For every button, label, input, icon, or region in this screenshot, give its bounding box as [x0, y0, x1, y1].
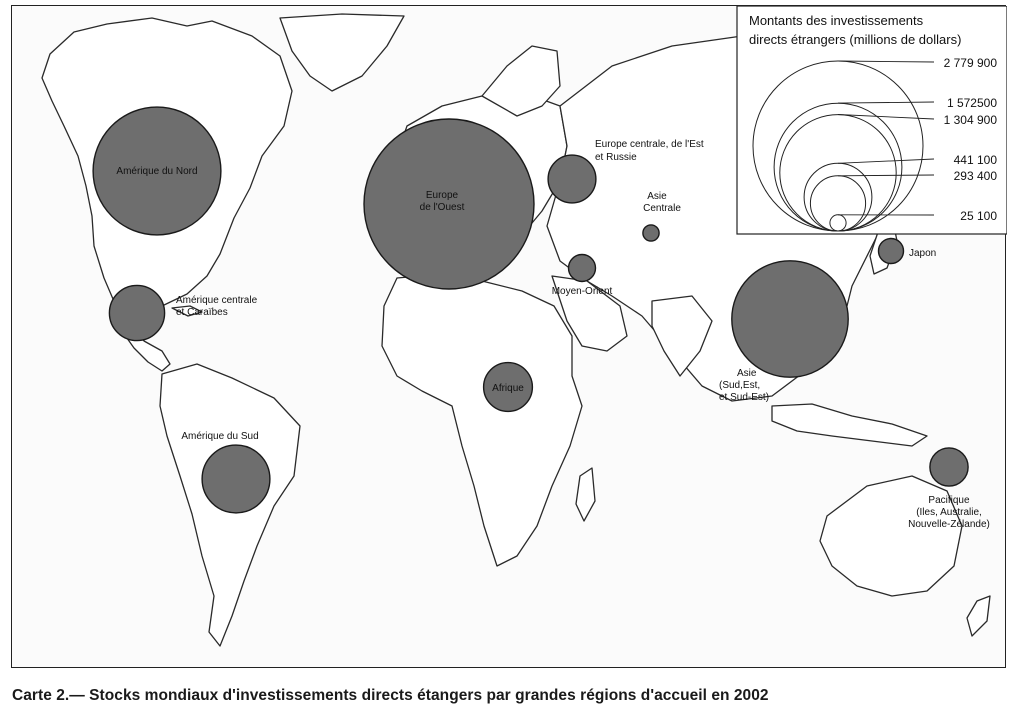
bubble-pacifique — [929, 447, 969, 487]
bubble-asie-sud-est — [731, 260, 849, 378]
legend-leader-1 — [837, 101, 935, 104]
bubbles-layer — [92, 106, 969, 514]
label-asie-centrale: Asie Centrale — [643, 191, 681, 214]
greenland-outline — [279, 13, 405, 92]
label-afrique: Afrique — [492, 383, 524, 394]
africa-outline — [381, 273, 583, 567]
bubble-japon — [877, 237, 905, 265]
label-europe-ouest: Europe de l'Ouest — [420, 190, 465, 213]
legend-leader-4 — [837, 174, 935, 177]
legend-leaders — [837, 60, 935, 216]
map-caption: Carte 2.— Stocks mondiaux d'investisseme… — [12, 687, 769, 704]
bubble-amerique-centrale — [108, 284, 166, 342]
legend-value-1: 1 572500 — [947, 96, 997, 110]
bubble-amerique-du-nord — [92, 106, 222, 236]
label-moyen-orient: Moyen-Orient — [552, 286, 613, 297]
world-map: Amérique du Nord Europe de l'Ouest Europe… — [41, 6, 1007, 647]
label-europe-centrale: Europe centrale, de l'Est et Russie — [595, 139, 704, 163]
bubble-europe-centrale — [547, 154, 597, 204]
australia-outline — [819, 475, 963, 597]
region-labels: Amérique du Nord Europe de l'Ouest Europe… — [116, 139, 989, 530]
label-amerique-du-nord: Amérique du Nord — [116, 166, 197, 177]
label-pacifique: Pacifique (Iles, Australie, Nouvelle-Zélan… — [908, 495, 990, 530]
legend-title-line2: directs étrangers (millions de dollars) — [749, 32, 961, 47]
caribbean-outline — [171, 305, 203, 317]
bubble-asie-centrale — [642, 224, 660, 242]
legend-leader-2 — [837, 114, 935, 120]
bubble-afrique — [482, 361, 534, 413]
scandinavia-outline — [481, 45, 561, 117]
arabia-outline — [551, 275, 628, 352]
legend-value-4: 293 400 — [954, 169, 998, 183]
india-outline — [651, 295, 713, 377]
bubble-moyen-orient — [567, 253, 597, 283]
label-amerique-du-sud: Amérique du Sud — [181, 431, 258, 442]
legend-value-2: 1 304 900 — [944, 113, 998, 127]
legend-value-5: 25 100 — [960, 209, 997, 223]
madagascar-outline — [575, 467, 596, 522]
bubble-amerique-du-sud — [201, 444, 271, 514]
label-asie-sud-est: Asie (Sud,Est, et Sud-Est) — [719, 368, 769, 403]
label-japon: Japon — [909, 248, 936, 259]
legend-value-0: 2 779 900 — [944, 56, 998, 70]
legend-leader-3 — [837, 158, 935, 164]
legend-leader-0 — [837, 60, 935, 63]
legend-value-labels: 2 779 900 1 572500 1 304 900 441 100 293… — [944, 56, 998, 223]
label-amerique-centrale: Amérique centrale et Caraïbes — [176, 295, 258, 318]
bubble-europe-ouest — [363, 118, 535, 290]
new-zealand-outline — [966, 595, 991, 637]
indonesia-outline — [771, 403, 928, 447]
legend-title-line1: Montants des investissements — [749, 13, 924, 28]
legend: Montants des investissements directs étr… — [736, 6, 1007, 235]
map-frame: Amérique du Nord Europe de l'Ouest Europe… — [11, 5, 1007, 668]
legend-value-3: 441 100 — [954, 153, 998, 167]
legend-circle-5 — [829, 214, 847, 232]
